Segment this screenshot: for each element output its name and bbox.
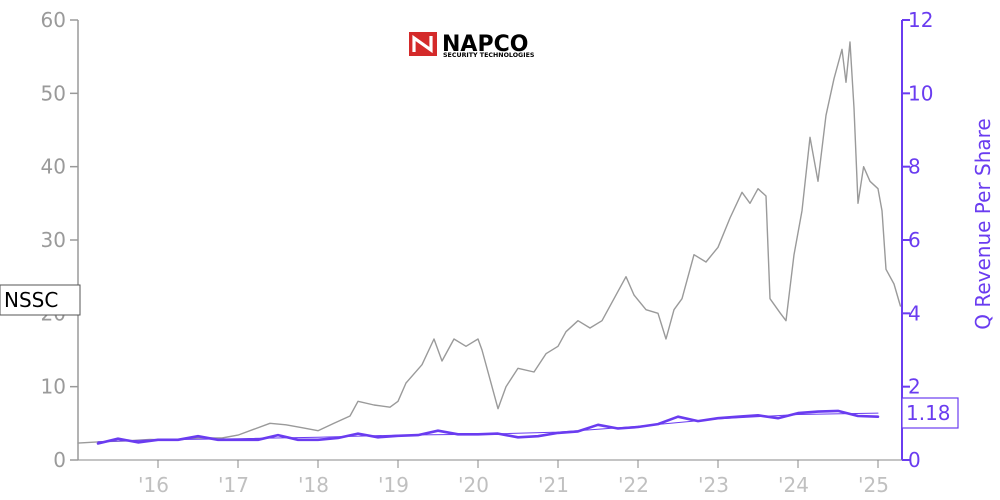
left-tick-label: 0 (53, 448, 66, 472)
latest-revenue-label: 1.18 (906, 401, 951, 425)
latest-revenue-box: 1.18 (901, 397, 959, 429)
napco-logo: NAPCO SECURITY TECHNOLOGIES (409, 32, 535, 59)
series-layer (77, 41, 902, 445)
right-tick-label: 8 (908, 155, 921, 179)
left-tick-label: 40 (41, 155, 66, 179)
right-tick-label: 4 (908, 301, 921, 325)
axes-layer: 0102030405060024681012'16'17'18'19'20'21… (41, 8, 934, 497)
x-tick-label: '18 (298, 473, 329, 497)
x-tick-label: '16 (138, 473, 169, 497)
right-tick-label: 6 (908, 228, 921, 252)
left-tick-label: 10 (41, 375, 66, 399)
x-tick-label: '19 (378, 473, 409, 497)
ticker-label-box: NSSC (0, 284, 81, 316)
latest-revenue-frame (901, 397, 959, 429)
x-tick-label: '17 (218, 473, 249, 497)
x-tick-label: '21 (538, 473, 569, 497)
logo-name: NAPCO (442, 32, 528, 57)
x-tick-label: '20 (458, 473, 489, 497)
logo-mark-stroke (412, 34, 433, 54)
logo-subtitle: SECURITY TECHNOLOGIES (443, 52, 535, 59)
right-axis-title: Q Revenue Per Share (971, 118, 995, 330)
x-tick-label: '22 (618, 473, 649, 497)
ticker-label: NSSC (4, 288, 58, 312)
series-line-price (77, 41, 902, 444)
right-tick-label: 2 (908, 375, 921, 399)
ticker-box-frame (0, 284, 81, 316)
right-tick-label: 10 (908, 81, 933, 105)
x-tick-label: '24 (778, 473, 809, 497)
x-tick-label: '23 (698, 473, 729, 497)
left-tick-label: 60 (41, 8, 66, 32)
right-tick-label: 0 (908, 448, 921, 472)
left-tick-label: 30 (41, 228, 66, 252)
series-line-revenue-trend (97, 412, 879, 443)
x-tick-label: '25 (858, 473, 889, 497)
left-tick-label: 50 (41, 81, 66, 105)
right-tick-label: 12 (908, 8, 933, 32)
